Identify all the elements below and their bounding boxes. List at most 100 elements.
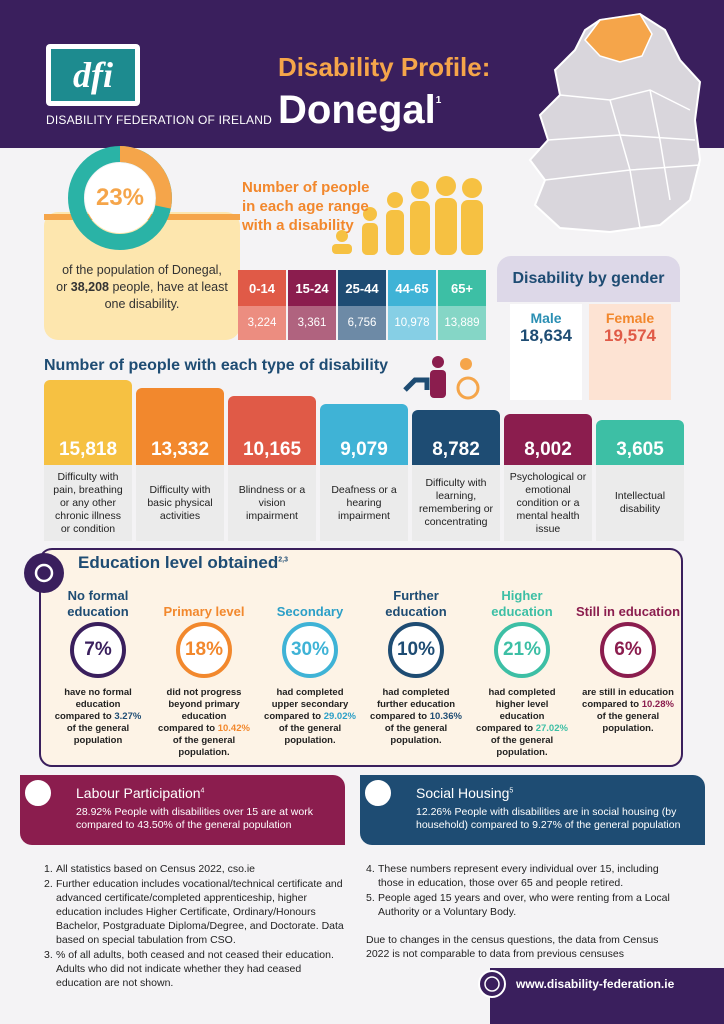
education-desc: had completed higher level education com… — [476, 687, 568, 759]
education-desc: are still in education compared to 10.28… — [582, 687, 674, 735]
education-general: 10.28% — [641, 699, 674, 710]
note-num: 3. — [44, 949, 53, 961]
education-title-text: Education level obtained — [78, 553, 279, 572]
labour-title: Labour Participation4 — [76, 785, 331, 801]
note-text: These numbers represent every individual… — [378, 863, 659, 889]
age-count: 10,978 — [388, 306, 436, 340]
donut-center — [85, 163, 155, 233]
education-text-2: of the general population. — [384, 723, 448, 746]
education-ref: 2,3 — [278, 556, 288, 564]
summary-text-1: of the population of Donegal, or — [56, 263, 222, 294]
labour-card: Labour Participation4 28.92% People with… — [20, 775, 345, 845]
age-count: 3,361 — [288, 306, 336, 340]
education-percent: 7% — [70, 622, 126, 678]
title: Disability Profile: — [278, 52, 491, 82]
website[interactable]: www.disability-federation.ie — [516, 977, 675, 991]
types-icon — [403, 356, 480, 400]
education-general: 3.27% — [114, 711, 142, 722]
summary-box — [44, 212, 240, 340]
globe-icon — [484, 976, 500, 992]
note-num: 2. — [44, 878, 53, 890]
age-range: 0-14 — [238, 270, 286, 306]
education-name: Primary level — [163, 604, 245, 619]
county: Donegal1 — [278, 88, 441, 133]
map-donegal — [584, 13, 653, 63]
education-name: Still in education — [576, 604, 681, 619]
logo-inner: dfi — [51, 49, 135, 101]
note-closing: Due to changes in the census questions, … — [366, 934, 659, 960]
type-header: 10,165 — [228, 396, 316, 465]
education-general: 27.02% — [535, 723, 568, 734]
education-percent: 6% — [600, 622, 656, 678]
education-text-1: had completed upper secondary compared t… — [264, 687, 349, 722]
logo: dfi — [46, 44, 140, 106]
type-header: 9,079 — [320, 404, 408, 465]
education-icon — [24, 553, 64, 593]
donut-arc — [119, 146, 172, 209]
education-percent: 18% — [176, 622, 232, 678]
age-range: 15-24 — [288, 270, 336, 306]
type-header: 8,002 — [504, 414, 592, 465]
note-text: Further education includes vocational/te… — [56, 878, 344, 946]
type-header: 8,782 — [412, 410, 500, 465]
note: 5. People aged 15 years and over, who wer… — [366, 891, 676, 919]
note: 1. All statistics based on Census 2022, c… — [44, 862, 344, 876]
labour-ref: 4 — [200, 787, 205, 795]
note-num: 4. — [366, 863, 375, 875]
note-text: All statistics based on Census 2022, cso… — [56, 863, 256, 875]
education-percent: 21% — [494, 622, 550, 678]
footer-icon — [478, 970, 506, 998]
social-card: Social Housing5 12.26% People with disab… — [360, 775, 705, 845]
education-text-1: are still in education compared to — [582, 687, 674, 710]
age-count: 3,224 — [238, 306, 286, 340]
note-num: 1. — [44, 863, 53, 875]
female-label: Female — [605, 310, 655, 326]
education-text-2: of the general population. — [596, 711, 660, 734]
type-label: Psychological or emotional condition or … — [504, 465, 592, 541]
education-text-2: of the general population. — [278, 723, 342, 746]
education-name: No formal education — [67, 588, 129, 619]
note: 4. These numbers represent every individu… — [366, 862, 676, 890]
county-name: Donegal — [278, 88, 436, 132]
type-label: Blindness or a vision impairment — [228, 465, 316, 541]
map-counties — [559, 89, 691, 111]
age-count: 13,889 — [438, 306, 486, 340]
male-count: 18,634 — [520, 326, 572, 345]
education-text-1: have no formal education compared to — [54, 687, 132, 722]
education-text-2: of the general population — [66, 723, 130, 746]
education-general: 10.42% — [217, 723, 250, 734]
education-general: 29.02% — [323, 711, 356, 722]
education-text-2: of the general population. — [172, 735, 236, 758]
gender-header: Disability by gender — [497, 256, 680, 302]
notes-left: 1. All statistics based on Census 2022, c… — [44, 862, 344, 991]
education-desc: have no formal education compared to 3.2… — [52, 687, 144, 747]
social-title-text: Social Housing — [416, 785, 510, 801]
age-range: 65+ — [438, 270, 486, 306]
social-icon — [362, 777, 394, 809]
summary-count: 38,208 — [70, 280, 109, 294]
type-header: 3,605 — [596, 420, 684, 465]
note-text: % of all adults, both ceased and not cea… — [56, 949, 334, 989]
social-ref: 5 — [509, 787, 514, 795]
female-count: 19,574 — [604, 326, 656, 345]
type-label: Difficulty with basic physical activitie… — [136, 465, 224, 541]
education-desc: had completed further education compared… — [370, 687, 462, 747]
social-text: 12.26% People with disabilities are in s… — [416, 806, 681, 831]
types-title: Number of people with each type of disab… — [44, 357, 389, 374]
education-percent: 10% — [388, 622, 444, 678]
male-label: Male — [530, 310, 562, 326]
social-title: Social Housing5 — [416, 785, 691, 801]
notes-right: 4. These numbers represent every individu… — [366, 862, 676, 961]
labour-text: 28.92% People with disabilities over 15 … — [76, 806, 313, 831]
labour-title-text: Labour Participation — [76, 785, 201, 801]
education-icon-inner — [34, 563, 54, 583]
note: 3.% of all adults, both ceased and not c… — [44, 948, 344, 990]
summary-percent: 23% — [95, 184, 145, 211]
type-label: Intellectual disability — [596, 465, 684, 541]
county-ref: 1 — [435, 95, 442, 106]
education-name: Further education — [385, 588, 447, 619]
map-county-lines — [544, 89, 701, 229]
education-text-2: of the general population. — [490, 735, 554, 758]
education-text-1: did not progress beyond primary educatio… — [158, 687, 242, 734]
